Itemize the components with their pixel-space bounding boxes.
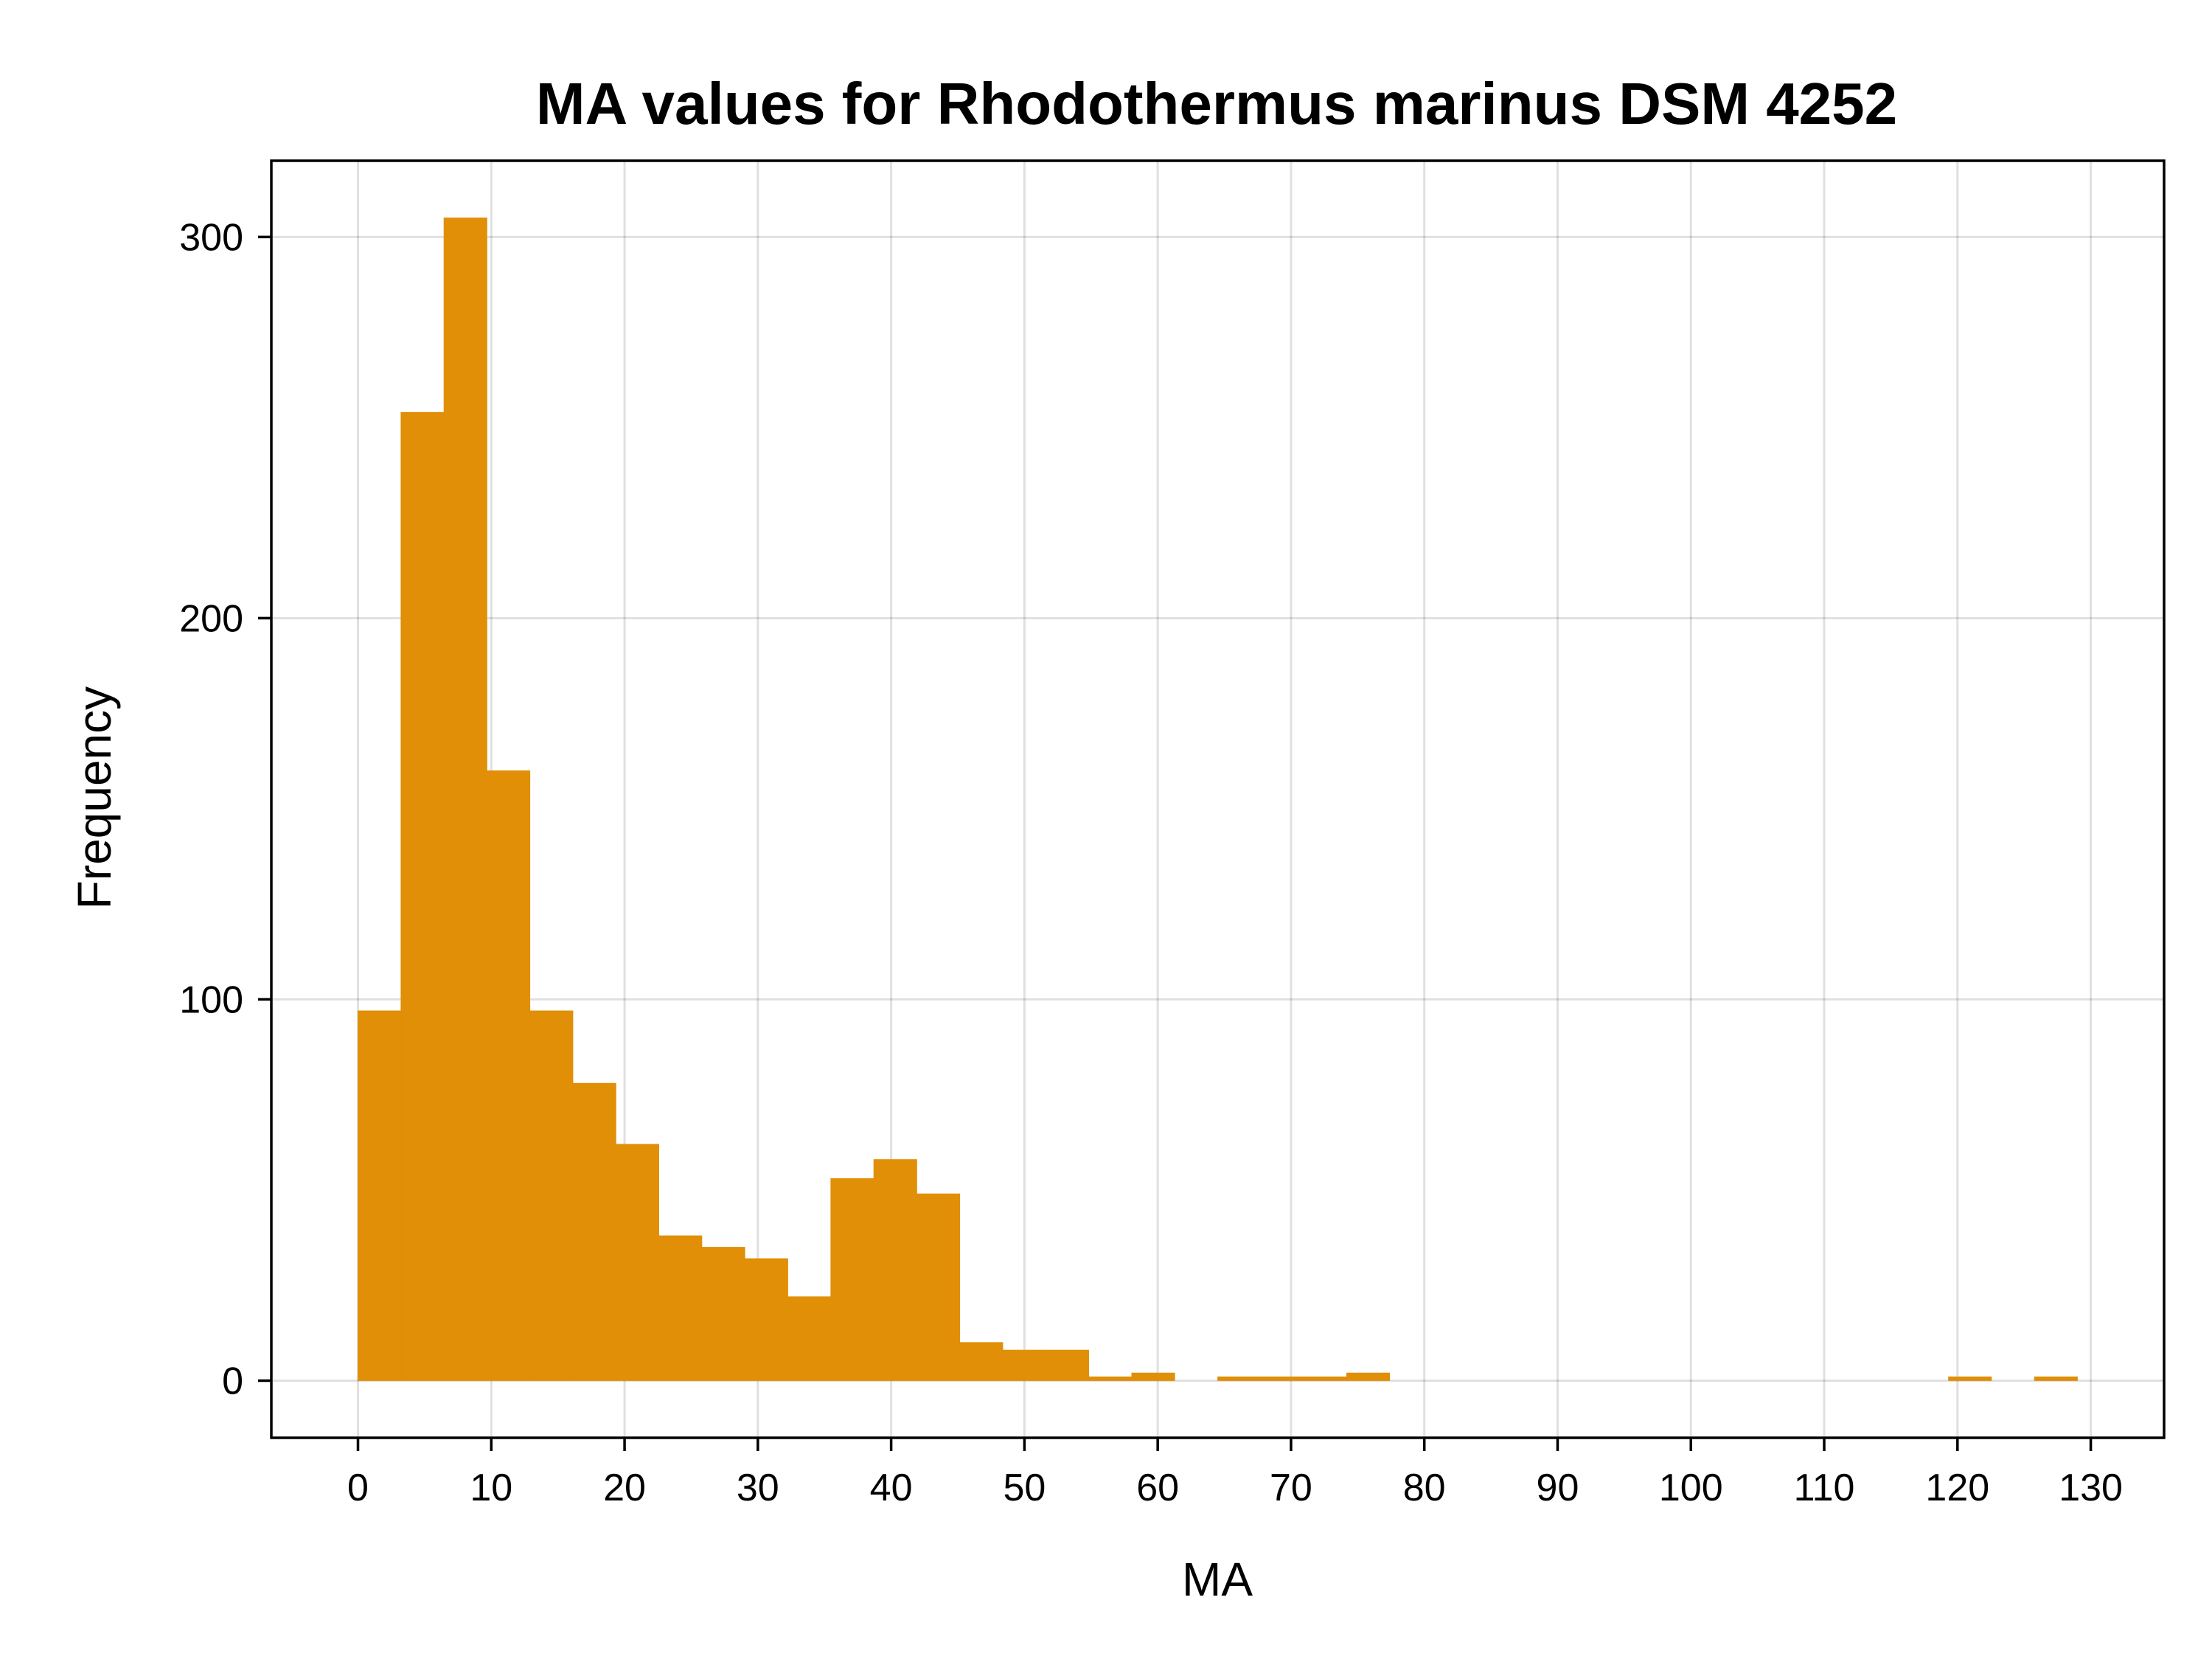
histogram-bar	[959, 1342, 1004, 1381]
x-tick-label: 120	[1925, 1467, 1989, 1509]
axis-ticks: 0 10 20 30 40 50 60 70 80 90 100 110 120 130 0 100 200 30…	[179, 216, 2123, 1509]
histogram-bar	[1002, 1349, 1046, 1381]
histogram-bars	[358, 218, 2078, 1381]
x-axis-label: MA	[1182, 1553, 1253, 1606]
histogram-bar	[1346, 1372, 1391, 1381]
x-tick-label: 70	[1270, 1467, 1312, 1509]
plot-frame	[270, 159, 2166, 1439]
x-tick-label: 10	[470, 1467, 512, 1509]
histogram-bar	[917, 1193, 961, 1381]
histogram-bar	[1217, 1376, 1262, 1381]
histogram-bar	[2034, 1376, 2078, 1381]
x-tick-label: 0	[347, 1467, 369, 1509]
histogram-bar	[487, 770, 531, 1381]
y-tick-label: 0	[222, 1360, 243, 1402]
histogram-bar	[1948, 1376, 1992, 1381]
x-tick-label: 40	[870, 1467, 913, 1509]
x-tick-label: 130	[2059, 1467, 2123, 1509]
histogram-bar	[1303, 1376, 1347, 1381]
histogram-bar	[443, 218, 487, 1381]
histogram-bar	[400, 411, 445, 1381]
histogram-bar	[1045, 1349, 1090, 1381]
histogram-bar	[873, 1159, 917, 1381]
histogram-bar	[572, 1082, 616, 1381]
x-tick-label: 50	[1003, 1467, 1046, 1509]
y-tick-label: 200	[179, 597, 243, 640]
chart-title: MA values for Rhodothermus marinus DSM 4…	[536, 71, 1897, 136]
histogram-bar	[1088, 1376, 1133, 1381]
x-tick-label: 30	[737, 1467, 779, 1509]
x-tick-label: 60	[1136, 1467, 1179, 1509]
y-tick-label: 300	[179, 216, 243, 259]
x-tick-label: 90	[1537, 1467, 1579, 1509]
histogram-bar	[1260, 1376, 1304, 1381]
histogram-bar	[1131, 1372, 1175, 1381]
histogram-bar	[701, 1247, 745, 1381]
y-axis-label: Frequency	[68, 686, 121, 909]
y-tick-label: 100	[179, 978, 243, 1021]
histogram-bar	[658, 1235, 703, 1381]
x-tick-label: 110	[1794, 1467, 1855, 1509]
x-tick-label: 20	[603, 1467, 646, 1509]
histogram-bar	[358, 1010, 402, 1381]
grid-lines	[271, 161, 2164, 1438]
histogram-bar	[529, 1010, 574, 1381]
histogram-bar	[830, 1178, 874, 1381]
x-tick-label: 80	[1403, 1467, 1446, 1509]
histogram-bar	[615, 1144, 660, 1381]
x-tick-label: 100	[1659, 1467, 1723, 1509]
histogram-bar	[787, 1296, 832, 1381]
histogram-bar	[744, 1258, 788, 1381]
